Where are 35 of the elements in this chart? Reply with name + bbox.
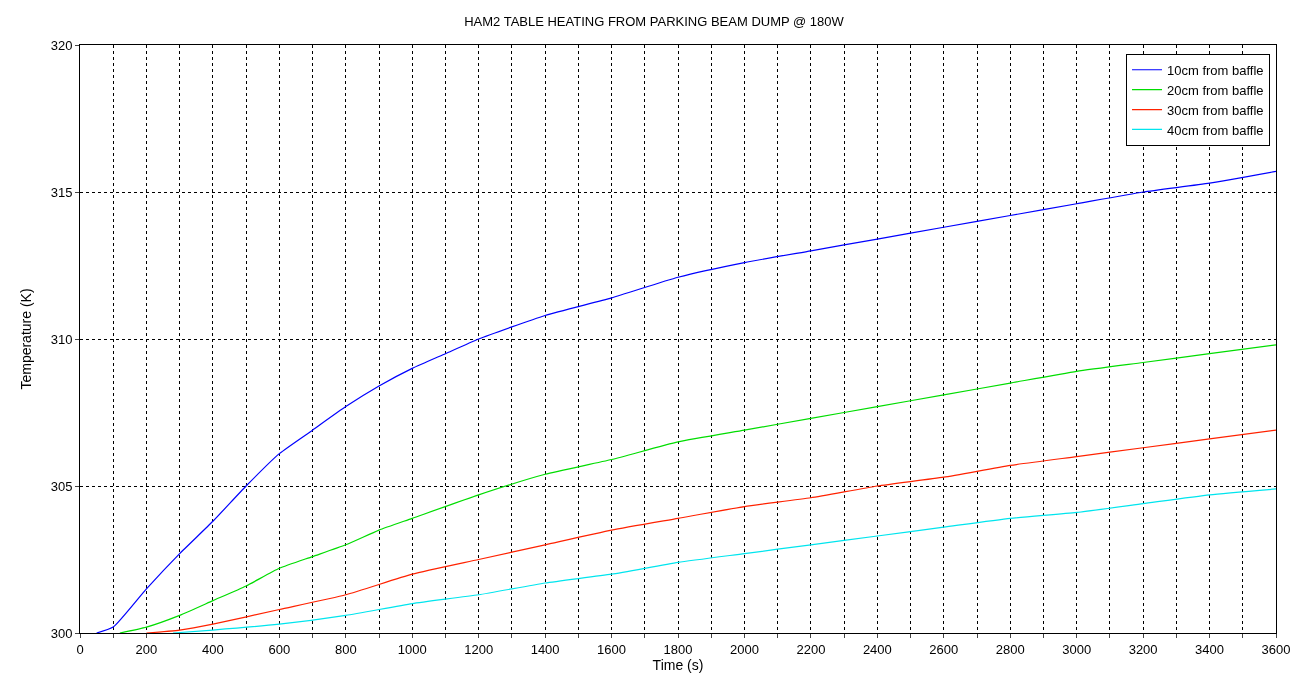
- x-axis-title: Time (s): [652, 656, 704, 673]
- x-tick-label: 2800: [995, 641, 1025, 657]
- x-tick-label: 3200: [1128, 641, 1158, 657]
- x-tick-label: 2000: [729, 641, 759, 657]
- x-tick-label: 3000: [1062, 641, 1092, 657]
- x-tick-label: 400: [202, 641, 224, 657]
- x-tick-label: 200: [135, 641, 158, 657]
- x-tick-label: 2200: [796, 641, 826, 657]
- x-tick-label: 0: [76, 641, 84, 657]
- legend-label: 30cm from baffle: [1167, 102, 1264, 118]
- x-tick-label: 3600: [1261, 641, 1291, 657]
- y-tick-label: 305: [50, 478, 73, 494]
- line-series: [145, 429, 1276, 633]
- x-tick-label: 600: [268, 641, 291, 657]
- x-tick-label: 2400: [862, 641, 892, 657]
- y-axis-title: Temperature (K): [18, 288, 35, 390]
- legend-label: 10cm from baffle: [1167, 62, 1264, 78]
- legend-label: 20cm from baffle: [1167, 82, 1264, 98]
- x-tick-label: 1000: [397, 641, 427, 657]
- y-tick-label: 300: [50, 625, 73, 641]
- y-tick-label: 320: [50, 37, 73, 53]
- legend-label: 40cm from baffle: [1167, 122, 1264, 138]
- x-tick-label: 800: [334, 641, 357, 657]
- line-series: [119, 344, 1276, 633]
- y-tick-label: 315: [50, 184, 73, 200]
- x-tick-label: 2600: [929, 641, 959, 657]
- x-tick-label: 3400: [1195, 641, 1225, 657]
- chart-title: HAM2 TABLE HEATING FROM PARKING BEAM DUMP @ 180W: [464, 14, 845, 30]
- x-tick-label: 1400: [530, 641, 560, 657]
- y-tick-label: 310: [50, 331, 73, 347]
- x-tick-label: 1800: [663, 641, 693, 657]
- x-tick-label: 1200: [464, 641, 494, 657]
- line-series: [96, 170, 1276, 633]
- line-series: [172, 488, 1276, 633]
- x-tick-label: 1600: [597, 641, 627, 657]
